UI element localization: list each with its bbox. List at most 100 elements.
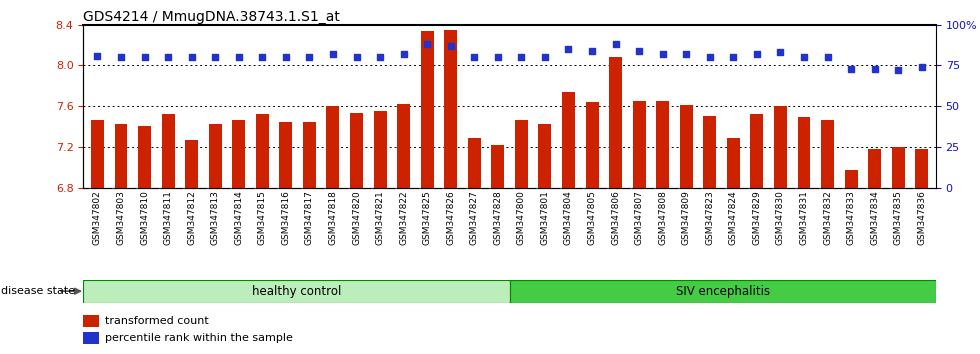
Bar (821, 120, 834, 188)
Bar (83, 332, 100, 344)
Text: GSM347820: GSM347820 (352, 190, 361, 245)
Text: GSM347815: GSM347815 (258, 190, 267, 245)
Text: GSM347828: GSM347828 (493, 190, 503, 245)
Point (278, 55, 294, 60)
Point (796, 55, 811, 60)
Text: GSM347818: GSM347818 (328, 190, 337, 245)
Bar (586, 102, 599, 188)
Bar (491, 145, 505, 188)
Bar (162, 114, 174, 188)
Bar (397, 104, 410, 188)
Bar (83, 280, 510, 303)
Text: GSM347832: GSM347832 (823, 190, 832, 245)
Point (891, 68, 907, 73)
Text: GSM347812: GSM347812 (187, 190, 196, 245)
Bar (326, 106, 339, 188)
Text: GSM347830: GSM347830 (776, 190, 785, 245)
Point (396, 51, 412, 57)
Point (749, 51, 764, 57)
Bar (350, 113, 363, 188)
Point (608, 41, 623, 47)
Text: GSM347808: GSM347808 (659, 190, 667, 245)
Point (325, 51, 341, 57)
Bar (845, 170, 858, 188)
Point (584, 48, 600, 54)
Bar (892, 147, 905, 188)
Point (490, 55, 506, 60)
Bar (798, 118, 810, 188)
Text: GSM347826: GSM347826 (446, 190, 456, 245)
Point (302, 55, 318, 60)
Bar (209, 124, 221, 188)
Text: GSM347836: GSM347836 (917, 190, 926, 245)
Bar (657, 101, 669, 188)
Bar (514, 120, 528, 188)
Point (914, 64, 930, 70)
Text: GSM347829: GSM347829 (753, 190, 761, 245)
Bar (232, 120, 245, 188)
Point (514, 55, 529, 60)
Point (466, 55, 482, 60)
Text: disease state: disease state (1, 286, 75, 296)
Text: SIV encephalitis: SIV encephalitis (675, 285, 770, 298)
Bar (420, 31, 433, 188)
Bar (562, 92, 575, 188)
Text: GSM347811: GSM347811 (164, 190, 172, 245)
Bar (279, 122, 292, 188)
Text: GSM347800: GSM347800 (516, 190, 526, 245)
Bar (83, 315, 100, 327)
Point (772, 50, 788, 55)
Point (867, 66, 883, 72)
Point (349, 55, 365, 60)
Text: GSM347802: GSM347802 (93, 190, 102, 245)
Text: GSM347824: GSM347824 (729, 190, 738, 245)
Text: GSM347809: GSM347809 (682, 190, 691, 245)
Text: GSM347821: GSM347821 (375, 190, 384, 245)
Text: GSM347804: GSM347804 (564, 190, 573, 245)
Bar (751, 114, 763, 188)
Bar (444, 30, 458, 188)
Point (231, 55, 247, 60)
Text: GSM347835: GSM347835 (894, 190, 903, 245)
Bar (185, 140, 198, 188)
Point (89, 53, 105, 58)
Text: GSM347801: GSM347801 (540, 190, 550, 245)
Text: percentile rank within the sample: percentile rank within the sample (106, 333, 293, 343)
Bar (115, 124, 127, 188)
Text: GSM347807: GSM347807 (635, 190, 644, 245)
Text: GSM347834: GSM347834 (870, 190, 879, 245)
Point (655, 51, 670, 57)
Bar (680, 105, 693, 188)
Point (819, 55, 835, 60)
Text: GSM347825: GSM347825 (422, 190, 431, 245)
Point (443, 43, 459, 49)
Bar (510, 280, 936, 303)
Point (419, 41, 435, 47)
Text: GSM347831: GSM347831 (800, 190, 808, 245)
Bar (610, 57, 622, 188)
Text: GSM347803: GSM347803 (117, 190, 125, 245)
Text: GSM347827: GSM347827 (469, 190, 479, 245)
Text: GSM347816: GSM347816 (281, 190, 290, 245)
Point (631, 48, 647, 54)
Bar (373, 111, 386, 188)
Point (136, 55, 152, 60)
Point (702, 55, 717, 60)
Bar (256, 114, 269, 188)
Text: GSM347817: GSM347817 (305, 190, 314, 245)
Point (184, 55, 200, 60)
Bar (915, 149, 928, 188)
Point (678, 51, 694, 57)
Point (725, 55, 741, 60)
Text: GSM347833: GSM347833 (847, 190, 856, 245)
Bar (91, 120, 104, 188)
Bar (303, 122, 316, 188)
Text: GSM347806: GSM347806 (612, 190, 620, 245)
Bar (727, 138, 740, 188)
Text: transformed count: transformed count (106, 316, 209, 326)
Bar (868, 149, 881, 188)
Point (843, 66, 858, 72)
Text: GSM347810: GSM347810 (140, 190, 149, 245)
Bar (538, 124, 552, 188)
Text: GDS4214 / MmugDNA.38743.1.S1_at: GDS4214 / MmugDNA.38743.1.S1_at (83, 10, 340, 24)
